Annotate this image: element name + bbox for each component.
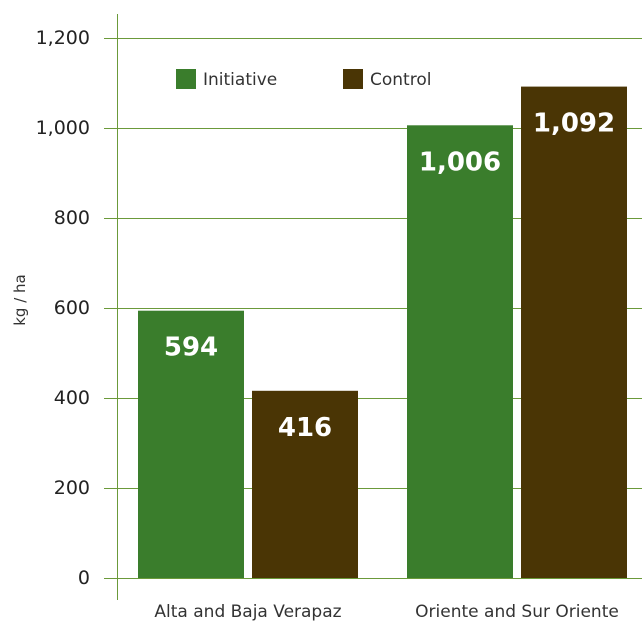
legend-label-control: Control bbox=[370, 70, 431, 90]
data-label: 594 bbox=[164, 333, 218, 363]
bar-initiative bbox=[138, 310, 244, 578]
y-tick-label: 600 bbox=[54, 297, 90, 319]
bar-control bbox=[252, 390, 358, 578]
bars bbox=[138, 86, 627, 579]
x-category-label: Alta and Baja Verapaz bbox=[154, 602, 341, 622]
data-labels: 594 416 1,006 1,092 bbox=[164, 109, 615, 443]
data-label: 1,006 bbox=[419, 147, 501, 177]
y-tick-labels: 0 200 400 600 800 1,000 1,200 bbox=[36, 27, 90, 589]
y-tick-label: 0 bbox=[78, 567, 90, 589]
bar-control bbox=[521, 86, 627, 578]
y-tick-label: 400 bbox=[54, 387, 90, 409]
bar-initiative bbox=[407, 125, 513, 579]
legend-swatch-initiative bbox=[176, 69, 196, 89]
legend-label-initiative: Initiative bbox=[203, 70, 277, 90]
y-axis-title: kg / ha bbox=[11, 274, 29, 326]
legend: Initiative Control bbox=[176, 69, 431, 90]
y-tick-label: 800 bbox=[54, 207, 90, 229]
y-tick-label: 1,200 bbox=[36, 27, 90, 49]
legend-swatch-control bbox=[343, 69, 363, 89]
y-tick-label: 200 bbox=[54, 477, 90, 499]
y-tick-label: 1,000 bbox=[36, 117, 90, 139]
x-category-labels: Alta and Baja Verapaz Oriente and Sur Ori… bbox=[154, 602, 618, 622]
x-category-label: Oriente and Sur Oriente bbox=[415, 602, 619, 622]
data-label: 1,092 bbox=[533, 109, 615, 139]
data-label: 416 bbox=[278, 413, 332, 443]
